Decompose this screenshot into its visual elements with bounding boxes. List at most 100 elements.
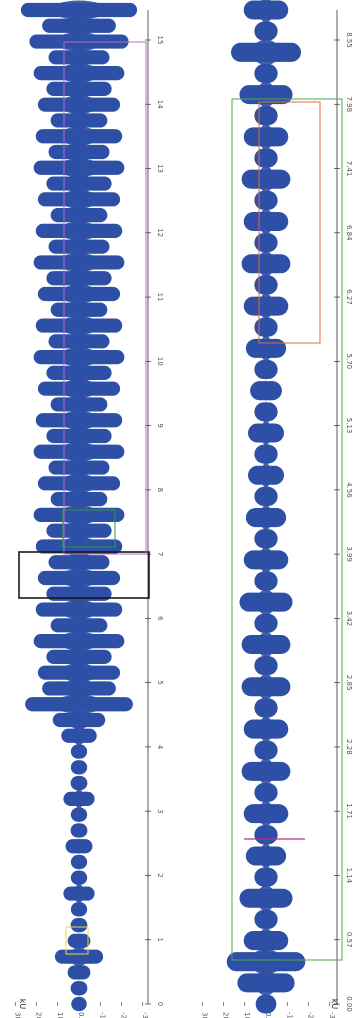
signal-burst [64, 174, 94, 194]
x-tick-label: 8.55 [345, 32, 353, 48]
signal-burst [67, 615, 91, 635]
signal-burst [261, 420, 271, 446]
x-tick-label: 2.28 [345, 739, 353, 755]
signal-burst [251, 39, 281, 65]
signal-burst [260, 504, 272, 531]
oscillogram-top: 01234567891011121314153020100.00-10-20-3… [13, 0, 164, 1018]
signal-burst [256, 885, 276, 911]
signal-burst [57, 63, 101, 83]
signal-burst [260, 843, 272, 869]
y-tick-label: -10 [285, 1012, 293, 1018]
signal-burst [64, 647, 94, 667]
signal-burst [69, 947, 89, 967]
signal-burst [60, 473, 98, 493]
y-tick-label: 10 [243, 1012, 251, 1018]
signal-burst [66, 142, 92, 162]
x-tick-label: 7.98 [345, 96, 353, 112]
signal-burst [66, 331, 92, 351]
x-tick-label: 0 [156, 1002, 164, 1006]
signal-burst [258, 124, 274, 150]
signal-burst [64, 363, 94, 383]
signal-burst [60, 379, 98, 399]
x-tick-label: 5.70 [345, 354, 353, 370]
signal-burst [60, 284, 98, 304]
x-tick-label: 5 [156, 680, 164, 684]
signal-burst [257, 758, 275, 785]
x-tick-label: 7 [156, 552, 164, 556]
annotation-box [18, 551, 150, 599]
signal-burst [258, 800, 274, 827]
signal-burst [74, 789, 84, 809]
x-tick-label: 3.42 [345, 611, 353, 627]
signal-burst [57, 158, 101, 178]
x-tick-label: 10 [156, 357, 164, 366]
signal-burst [66, 47, 92, 67]
x-tick-label: 8 [156, 488, 164, 492]
signal-burst [257, 631, 275, 658]
signal-burst [256, 589, 276, 615]
x-tick-label: 2 [156, 873, 164, 877]
signal-burst [258, 716, 274, 742]
x-tick-label: 15 [156, 36, 164, 45]
x-tick-label: 3 [156, 809, 164, 813]
signal-burst [67, 489, 91, 509]
y-tick-label: 0.00 [264, 1012, 272, 1018]
signal-burst [60, 663, 98, 683]
signal-burst [64, 268, 94, 288]
signal-burst [67, 110, 91, 130]
y-tick-label: 10 [56, 1012, 64, 1018]
y-tick-label: -30 [141, 1012, 149, 1018]
x-tick-label: 4.56 [345, 482, 353, 498]
signal-burst [256, 81, 276, 108]
y-axis-label: kU [18, 999, 27, 1010]
annotation-box [63, 41, 147, 555]
signal-burst [59, 600, 99, 620]
x-tick-label: 11 [156, 293, 164, 302]
x-tick-label: 1 [156, 937, 164, 941]
annotation-box [231, 98, 343, 961]
signal-burst [73, 726, 85, 746]
signal-burst [64, 521, 94, 541]
signal-burst [66, 237, 92, 257]
x-tick-label: 0.00 [345, 996, 353, 1012]
signal-burst [60, 189, 98, 209]
signal-burst [257, 674, 275, 700]
y-axis-label: kU [330, 999, 339, 1010]
x-tick-label: 13 [156, 164, 164, 173]
signal-burst [57, 631, 101, 651]
signal-burst [258, 927, 274, 954]
signal-burst [260, 335, 272, 362]
y-tick-label: 20 [222, 1012, 230, 1018]
x-tick-label: 9 [156, 423, 164, 427]
signal-burst [66, 552, 92, 572]
x-tick-label: 3.99 [345, 546, 353, 562]
signal-burst [59, 126, 99, 146]
signal-burst [249, 949, 283, 975]
signal-burst [255, 970, 277, 996]
annotation-box [258, 101, 321, 344]
x-tick-label: 6.84 [345, 225, 353, 241]
signal-burst [60, 95, 98, 115]
x-tick-label: 6.27 [345, 289, 353, 305]
signal-burst [258, 547, 274, 573]
signal-burst [59, 536, 99, 556]
signal-burst [258, 0, 274, 23]
x-tick-label: 5.13 [345, 418, 353, 434]
x-tick-label: 1.14 [345, 868, 353, 884]
signal-burst [68, 710, 90, 730]
signal-burst [258, 208, 274, 235]
y-tick-label: 0.00 [77, 1012, 85, 1018]
x-tick-label: 0.57 [345, 932, 353, 948]
x-tick-label: 6 [156, 616, 164, 621]
x-tick-label: 1.71 [345, 803, 353, 819]
signal-burst [57, 347, 101, 367]
signal-burst [62, 678, 96, 698]
x-tick-label: 7.41 [345, 161, 353, 177]
y-tick-label: 20 [35, 1012, 43, 1018]
signal-burst [67, 205, 91, 225]
signal-burst [59, 410, 99, 430]
signal-burst [59, 221, 99, 241]
signal-burst [60, 568, 98, 588]
annotation-box [65, 926, 89, 955]
